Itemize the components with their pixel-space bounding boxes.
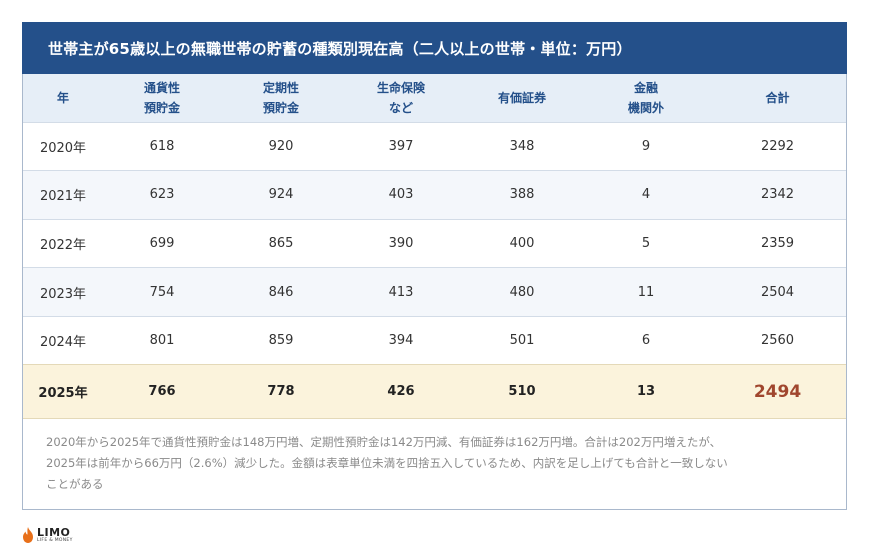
cell-non-financial: 11	[637, 284, 655, 300]
cell-demand-deposits: 801	[149, 333, 175, 349]
header-life-insurance: 生命保険 など	[376, 80, 425, 115]
cell-total: 2494	[753, 381, 802, 402]
cell-time-deposits: 778	[267, 384, 295, 400]
cell-total: 2504	[760, 284, 795, 300]
cell-demand-deposits: 618	[149, 138, 175, 154]
cell-time-deposits: 859	[268, 333, 294, 349]
cell-time-deposits: 865	[268, 235, 294, 251]
cell-total: 2292	[760, 138, 795, 154]
cell-securities: 400	[509, 235, 535, 251]
flame-icon	[23, 527, 33, 543]
savings-table: 年 通貨性 預貯金 定期性 預貯金 生命保険 など 有価証券 金融 機関外 合計 202…	[23, 74, 846, 419]
cell-demand-deposits: 766	[148, 384, 176, 400]
footnote-line: 2025年は前年から66万円（2.6%）減少した。金額は表章単位未満を四捨五入し…	[46, 456, 728, 470]
header-securities: 有価証券	[497, 90, 546, 105]
cell-demand-deposits: 623	[149, 187, 175, 203]
footnote: 2020年から2025年で通貨性預貯金は148万円増、定期性預貯金は142万円減…	[46, 432, 826, 495]
cell-year: 2023年	[39, 286, 87, 302]
cell-non-financial: 4	[641, 187, 651, 203]
cell-non-financial: 9	[641, 138, 651, 154]
cell-year: 2020年	[39, 140, 87, 156]
logo-main-text: LIMO	[37, 525, 71, 539]
footnote-line: 2020年から2025年で通貨性預貯金は148万円増、定期性預貯金は142万円減…	[46, 435, 722, 449]
header-time-deposits: 定期性 預貯金	[262, 80, 299, 115]
cell-non-financial: 6	[641, 333, 651, 349]
cell-time-deposits: 924	[268, 187, 294, 203]
cell-non-financial: 13	[636, 384, 656, 400]
header-demand-deposits: 通貨性 預貯金	[143, 80, 180, 115]
cell-year: 2025年	[38, 386, 88, 402]
limo-logo: LIMO LIFE & MONEY	[22, 524, 73, 546]
header-total: 合計	[765, 90, 790, 105]
cell-securities: 501	[509, 333, 535, 349]
header-year: 年	[56, 90, 69, 105]
cell-non-financial: 5	[641, 235, 651, 251]
cell-time-deposits: 920	[268, 138, 294, 154]
cell-demand-deposits: 754	[149, 284, 175, 300]
cell-life-insurance: 397	[388, 138, 414, 154]
logo-sub-text: LIFE & MONEY	[37, 537, 73, 543]
cell-year: 2024年	[39, 335, 87, 351]
table-row: 2023年 754 846 413 480 11 2504	[23, 267, 846, 317]
cell-total: 2359	[760, 235, 795, 251]
table-row: 2024年 801 859 394 501 6 2560	[23, 316, 846, 365]
table-row: 2021年 623 924 403 388 4 2342	[23, 170, 846, 220]
table-header-row: 年 通貨性 預貯金 定期性 預貯金 生命保険 など 有価証券 金融 機関外 合計	[23, 74, 846, 122]
cell-year: 2021年	[39, 189, 87, 205]
cell-life-insurance: 394	[388, 333, 414, 349]
cell-life-insurance: 426	[387, 384, 415, 400]
cell-life-insurance: 413	[388, 284, 414, 300]
footnote-line: ことがある	[46, 477, 104, 491]
table-row: 2022年 699 865 390 400 5 2359	[23, 219, 846, 268]
cell-securities: 388	[509, 187, 535, 203]
table-row: 2020年 618 920 397 348 9 2292	[23, 122, 846, 171]
cell-total: 2560	[760, 333, 795, 349]
cell-securities: 348	[509, 138, 535, 154]
header-non-financial: 金融 機関外	[627, 80, 664, 115]
cell-life-insurance: 390	[388, 235, 414, 251]
table-title: 世帯主が65歳以上の無職世帯の貯蓄の種類別現在高（二人以上の世帯・単位：万円）	[22, 22, 847, 74]
title-text: 世帯主が65歳以上の無職世帯の貯蓄の種類別現在高（二人以上の世帯・単位：万円）	[48, 39, 632, 58]
table-row-highlight: 2025年 766 778 426 510 13 2494	[23, 364, 846, 419]
cell-time-deposits: 846	[268, 284, 294, 300]
cell-demand-deposits: 699	[149, 235, 175, 251]
cell-life-insurance: 403	[388, 187, 414, 203]
cell-securities: 480	[509, 284, 535, 300]
cell-securities: 510	[508, 384, 536, 400]
cell-total: 2342	[760, 187, 795, 203]
cell-year: 2022年	[39, 237, 87, 253]
